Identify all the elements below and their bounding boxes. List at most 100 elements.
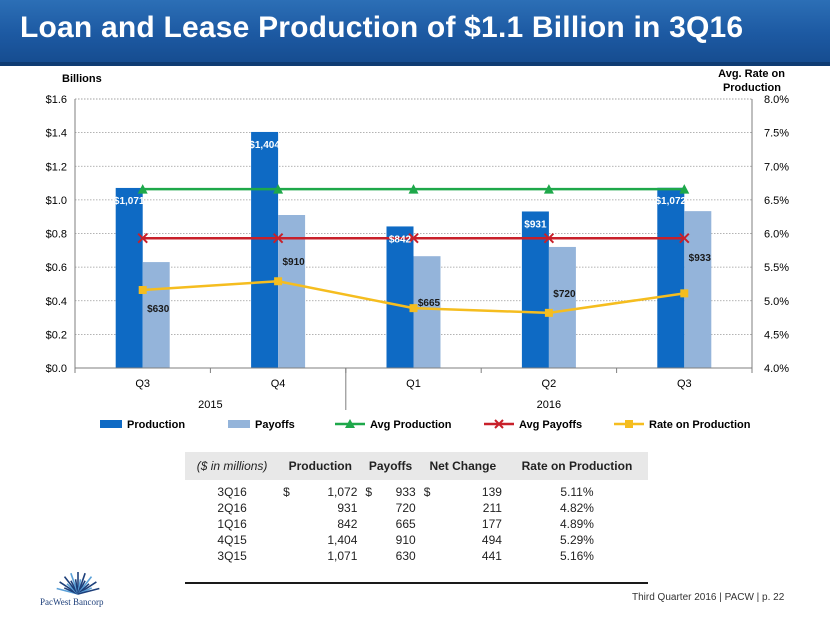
row-dollar-sign	[420, 500, 436, 516]
production-table: ($ in millions) Production Payoffs Net C…	[185, 452, 648, 564]
row-net-change: 494	[481, 533, 502, 547]
legend-marker	[625, 420, 633, 428]
payoffs-value-label: $933	[689, 253, 712, 264]
y-left-axis-label: Billions	[62, 73, 102, 85]
logo-text: PacWest Bancorp	[40, 597, 104, 607]
row-payoffs: 933	[395, 485, 416, 499]
y-left-tick-label: $0.6	[46, 262, 67, 274]
row-payoffs: 910	[395, 533, 416, 547]
row-net-change: 177	[481, 517, 502, 531]
avg-payoffs-point	[272, 233, 284, 244]
x-tick-label: Q1	[406, 378, 421, 390]
row-production: 1,072	[327, 485, 358, 499]
row-payoffs: 665	[395, 517, 416, 531]
rate-point	[544, 308, 553, 317]
y-left-tick-label: $1.2	[46, 161, 67, 173]
col-header-period: ($ in millions)	[185, 452, 280, 480]
production-value-label: $931	[524, 219, 547, 230]
x-tick-label: Q4	[271, 378, 286, 390]
col-header-rate: Rate on Production	[505, 452, 648, 480]
legend-swatch	[228, 420, 250, 428]
avg-payoffs-point	[137, 233, 148, 244]
footer-text: Third Quarter 2016 | PACW | p. 22	[632, 592, 785, 603]
row-period: 4Q15	[217, 533, 247, 547]
title-banner: Loan and Lease Production of $1.1 Billio…	[0, 0, 830, 66]
row-period: 2Q16	[217, 501, 247, 515]
avg-production-point	[273, 184, 284, 194]
col-header-payoffs: Payoffs	[361, 452, 420, 480]
rate-point	[680, 289, 689, 298]
series-lines	[137, 184, 690, 317]
year-group-label: 2016	[537, 399, 561, 411]
avg-payoffs-point	[543, 233, 555, 244]
legend-label: Rate on Production	[649, 419, 751, 431]
y-right-axis-label-line2: Production	[723, 82, 781, 94]
table-header-row: ($ in millions) Production Payoffs Net C…	[185, 452, 648, 480]
payoffs-bar	[413, 256, 441, 368]
rate-point	[138, 285, 147, 294]
y-left-tick-label: $1.4	[46, 128, 67, 140]
payoffs-bar	[142, 262, 170, 368]
y-right-tick-label: 8.0%	[764, 94, 789, 106]
row-rate: 4.89%	[559, 517, 594, 531]
production-bar	[251, 131, 279, 368]
y-left-tick-label: $1.0	[46, 195, 67, 207]
row-rate: 5.11%	[560, 485, 594, 499]
table-body: 3Q16 $1,072 $933 $139 5.11% 2Q16 931 720 211 4.82…	[185, 480, 648, 564]
production-bar	[115, 187, 143, 368]
row-dollar-sign	[279, 516, 295, 532]
production-value-label: $842	[389, 234, 412, 245]
row-period: 1Q16	[217, 517, 247, 531]
row-dollar-sign: $	[423, 485, 431, 499]
y-right-axis-label-line1: Avg. Rate on	[718, 68, 785, 80]
production-value-label: $1,404	[249, 140, 280, 151]
row-dollar-sign	[279, 500, 295, 516]
x-tick-label: Q3	[135, 378, 150, 390]
legend: Production Payoffs Avg Production Avg Payof…	[100, 419, 751, 431]
row-dollar-sign	[361, 532, 377, 548]
payoffs-bar	[548, 246, 576, 368]
row-dollar-sign	[420, 516, 436, 532]
y-left-tick-label: $0.4	[46, 296, 67, 308]
y-left-tick-label: $0.2	[46, 329, 67, 341]
row-dollar-sign	[279, 532, 295, 548]
payoffs-value-label: $630	[147, 304, 170, 315]
payoffs-value-label: $665	[418, 298, 441, 309]
production-bar	[386, 226, 414, 368]
payoffs-value-label: $720	[553, 289, 576, 300]
table-row: 3Q15 1,071 630 441 5.16%	[185, 548, 648, 564]
x-tick-label: Q2	[542, 378, 557, 390]
row-production: 842	[337, 517, 358, 531]
payoffs-bar	[684, 211, 712, 368]
row-production: 931	[337, 501, 358, 515]
legend-label: Production	[127, 419, 185, 431]
avg-production-point	[137, 184, 148, 194]
table-row: 4Q15 1,404 910 494 5.29%	[185, 532, 648, 548]
y-right-tick-label: 7.5%	[764, 128, 789, 140]
production-bar	[657, 187, 685, 368]
rate-point	[274, 277, 283, 286]
table-row: 3Q16 $1,072 $933 $139 5.11%	[185, 480, 648, 500]
y-right-axis: 4.0% 4.5% 5.0% 5.5% 6.0% 6.5% 7.0% 7.5% 8.0%	[764, 94, 789, 375]
y-right-tick-label: 7.0%	[764, 161, 789, 173]
row-dollar-sign	[420, 532, 436, 548]
data-labels: $1,071 $630 $1,404 $910 $842 $665 $931 $720 $1,0…	[114, 140, 711, 315]
row-dollar-sign	[420, 548, 436, 564]
year-group-label: 2015	[198, 399, 222, 411]
row-payoffs: 720	[395, 501, 416, 515]
avg-production-point	[679, 184, 690, 194]
row-period: 3Q15	[217, 549, 247, 563]
row-payoffs: 630	[395, 549, 416, 563]
row-dollar-sign	[361, 516, 377, 532]
row-dollar-sign	[361, 500, 377, 516]
y-right-tick-label: 6.5%	[764, 195, 789, 207]
y-right-tick-label: 6.0%	[764, 229, 789, 241]
row-dollar-sign: $	[365, 485, 373, 499]
avg-payoffs-point	[679, 233, 690, 244]
row-rate: 5.29%	[559, 533, 594, 547]
legend-marker	[345, 419, 355, 428]
production-value-label: $1,071	[114, 196, 145, 207]
bars	[115, 131, 712, 368]
y-left-tick-label: $1.6	[46, 94, 67, 106]
avg-production-point	[408, 184, 419, 194]
